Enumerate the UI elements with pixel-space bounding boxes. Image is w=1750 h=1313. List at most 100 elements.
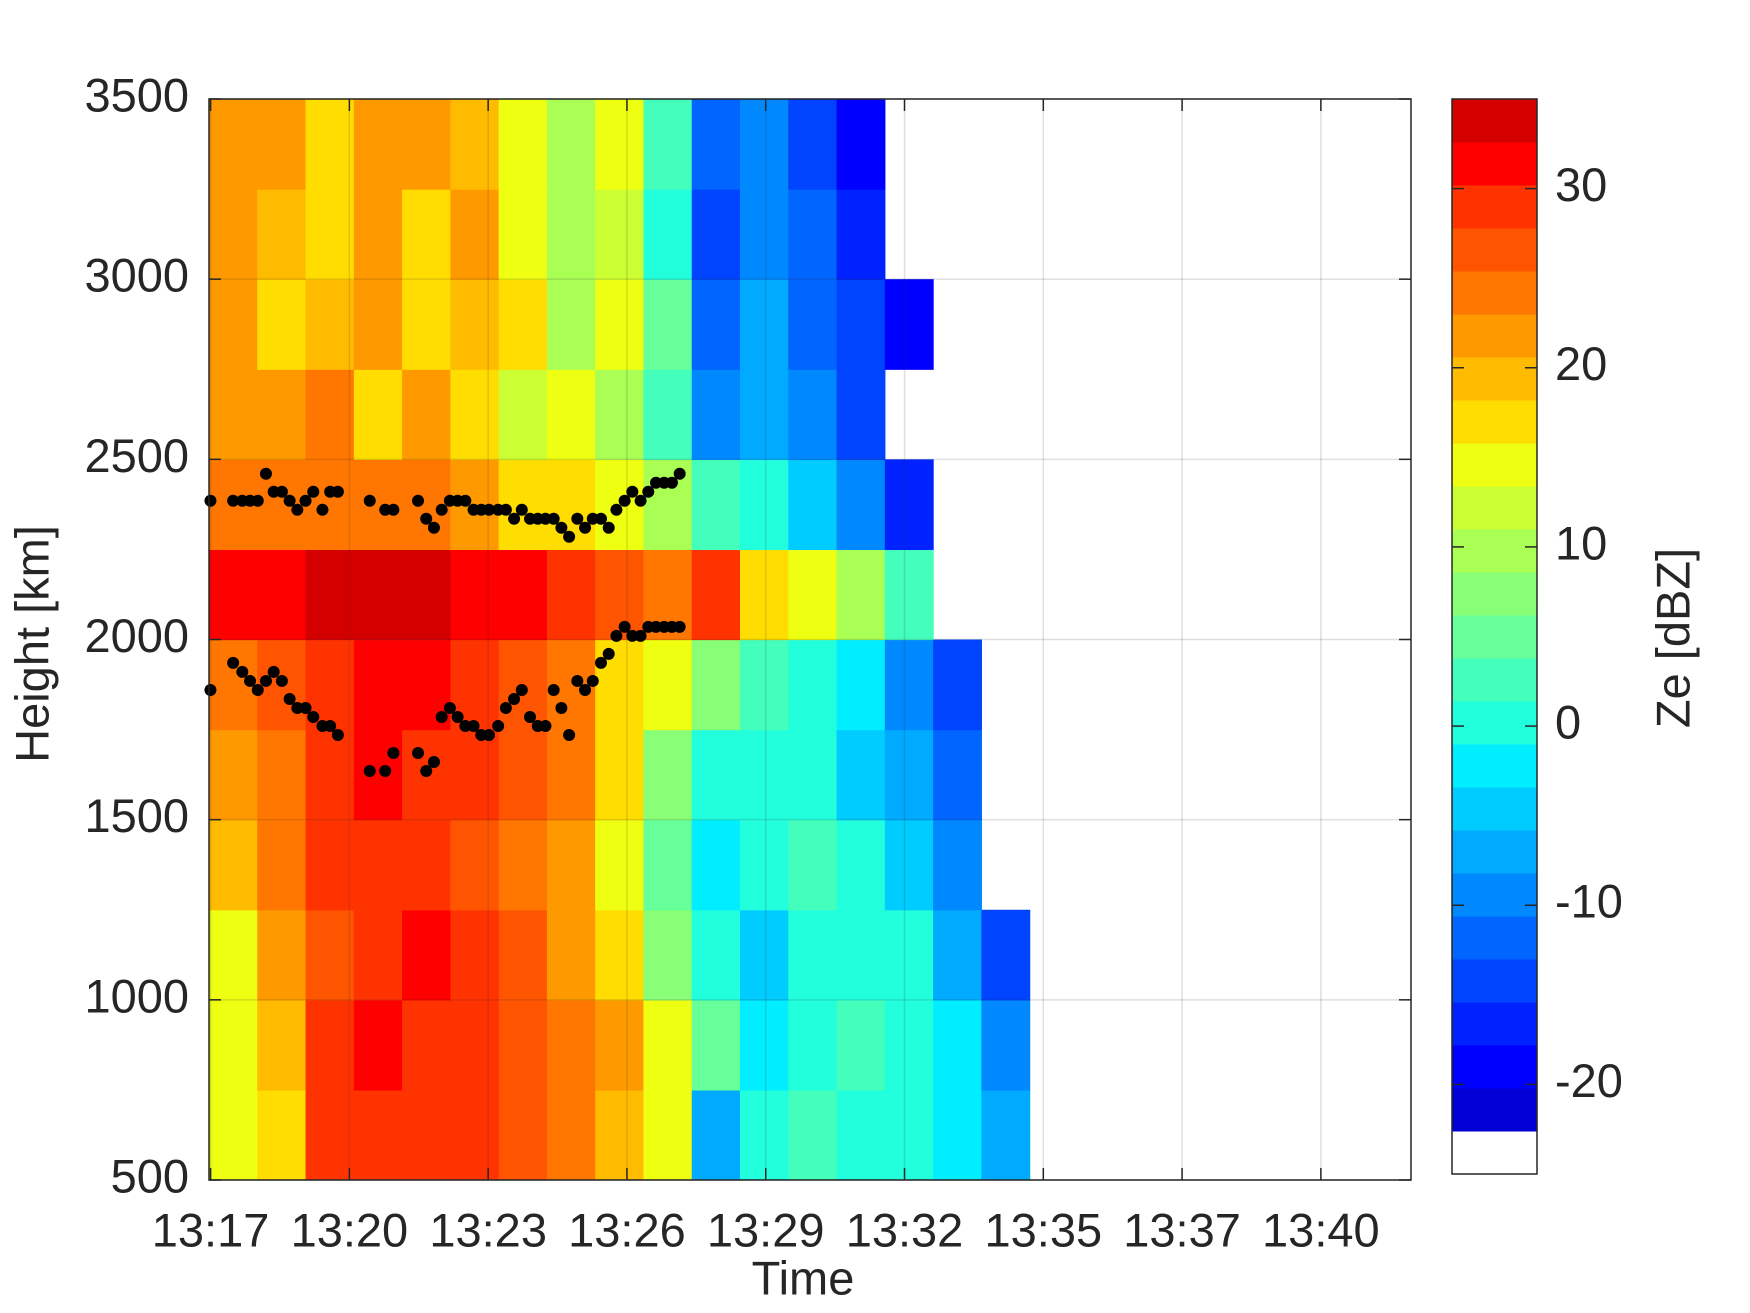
heat-cell: [884, 999, 934, 1091]
marker-point: [316, 503, 329, 516]
marker-point: [420, 512, 433, 525]
heat-cell: [740, 819, 789, 911]
heat-cell: [933, 639, 982, 731]
heat-cell: [595, 459, 645, 551]
marker-point: [227, 656, 240, 669]
colorbar-tick-label: -20: [1555, 1054, 1623, 1107]
colorbar-tick-label: 0: [1555, 696, 1581, 749]
marker-point: [259, 467, 272, 480]
heat-cell: [353, 549, 403, 641]
heat-cell: [643, 369, 693, 460]
colorbar-band: [1452, 99, 1537, 143]
heat-cell: [933, 819, 982, 911]
colorbar-band: [1452, 572, 1537, 616]
colorbar-band: [1452, 701, 1537, 745]
marker-point: [379, 765, 392, 778]
heat-cell: [209, 369, 258, 460]
heat-cell: [209, 99, 258, 190]
heat-cell: [740, 549, 789, 641]
heat-cell: [353, 819, 403, 911]
marker-point: [482, 503, 495, 516]
marker-point: [571, 512, 584, 525]
colorbar-band: [1452, 916, 1537, 960]
heat-cell: [836, 639, 886, 731]
heat-cell: [595, 1089, 645, 1180]
marker-point: [626, 485, 639, 498]
heat-cell: [740, 279, 789, 370]
marker-point: [451, 710, 464, 723]
overlay: 13:17 13:20 13:23 13:26 13:29 13:32 13:35 13:37…: [84, 68, 1412, 1256]
marker-point: [547, 683, 560, 696]
heat-cell: [257, 279, 307, 370]
marker-point: [435, 503, 448, 516]
marker-point: [594, 656, 607, 669]
heat-cell: [595, 819, 645, 911]
x-tick-label: 13:32: [846, 1203, 964, 1256]
marker-point: [594, 512, 607, 525]
heat-cell: [643, 729, 693, 821]
marker-point: [435, 710, 448, 723]
colorbar-band: [1452, 658, 1537, 702]
heat-cell: [836, 819, 886, 911]
heat-cell: [498, 369, 548, 460]
heat-cell: [209, 729, 258, 821]
heat-cell: [257, 369, 307, 460]
heat-cell: [498, 909, 548, 1001]
colorbar-band: [1452, 959, 1537, 1003]
heat-cell: [305, 729, 355, 821]
heat-cell: [691, 459, 741, 551]
marker-point: [642, 485, 655, 498]
heat-cell: [498, 99, 548, 190]
heat-cell: [691, 1089, 741, 1180]
heat-cell: [981, 999, 1031, 1091]
marker-point: [420, 765, 433, 778]
colorbar-label: Ze [dBZ]: [1646, 548, 1699, 728]
heat-cell: [981, 909, 1031, 1001]
heat-cell: [450, 369, 500, 460]
heat-cell: [595, 999, 645, 1091]
heat-cell: [353, 189, 403, 280]
heat-cell: [981, 1089, 1031, 1180]
heat-cell: [402, 549, 451, 641]
heat-cell: [546, 909, 596, 1001]
heat-cell: [643, 99, 693, 190]
heat-cell: [353, 99, 403, 190]
colorbar-band: [1452, 185, 1537, 229]
heat-cell: [740, 729, 789, 821]
colorbar-band: [1452, 400, 1537, 444]
heat-cell: [788, 279, 838, 370]
y-axis-label: Height [km]: [5, 525, 58, 763]
heat-cell: [740, 909, 789, 1001]
heat-cell: [546, 99, 596, 190]
marker-point: [650, 476, 663, 489]
marker-point: [515, 683, 528, 696]
heat-cell: [836, 999, 886, 1091]
heat-cell: [450, 99, 500, 190]
marker-point: [524, 710, 537, 723]
colorbar-tick-label: 20: [1555, 337, 1607, 390]
marker-point: [467, 719, 480, 732]
heat-cell: [353, 369, 403, 460]
heat-cell: [691, 909, 741, 1001]
colorbar-tick-label: 30: [1555, 158, 1607, 211]
y-tick-label: 500: [111, 1149, 189, 1202]
x-tick-label: 13:29: [707, 1203, 825, 1256]
heat-cell: [740, 1089, 789, 1180]
heat-cell: [450, 729, 500, 821]
marker-point: [665, 476, 678, 489]
heat-cell: [402, 909, 451, 1001]
heat-cell: [450, 999, 500, 1091]
heat-cell: [402, 819, 451, 911]
heat-cell: [546, 999, 596, 1091]
marker-point: [291, 503, 304, 516]
heat-cell: [788, 729, 838, 821]
marker-point: [363, 494, 376, 507]
heat-cell: [209, 819, 258, 911]
marker-point: [492, 719, 505, 732]
heat-cell: [450, 549, 500, 641]
colorbar-band: [1452, 830, 1537, 874]
marker-point: [267, 485, 280, 498]
x-tick-label: 13:17: [152, 1203, 270, 1256]
